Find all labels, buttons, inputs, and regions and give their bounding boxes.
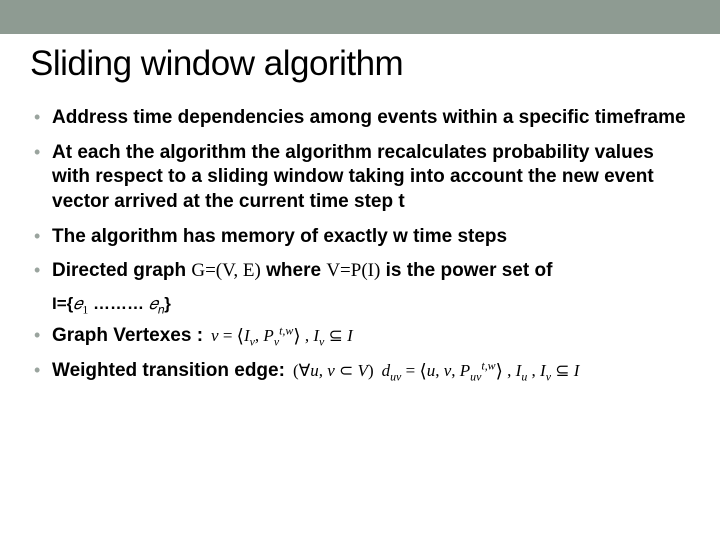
bullet-item-2: At each the algorithm the algorithm reca… bbox=[30, 141, 690, 215]
bullet-text-4-v: V=P(I) bbox=[326, 260, 380, 281]
set-dots: ……… bbox=[88, 294, 148, 313]
top-bar bbox=[0, 0, 720, 34]
bullet-text-4-mid: where bbox=[261, 260, 326, 281]
b5-lang: ⟨ bbox=[237, 326, 244, 347]
bullet-text-4-pre: Directed graph bbox=[52, 260, 191, 281]
b6-P-sup: t,w bbox=[481, 359, 495, 373]
slide-title: Sliding window algorithm bbox=[30, 44, 690, 84]
b5-rang: ⟩ bbox=[293, 326, 300, 347]
b6-eq: = bbox=[401, 361, 419, 380]
b6-uv: u, v bbox=[310, 361, 335, 380]
bullet-item-5: Graph Vertexes : v = ⟨Iv, Pvt,w⟩ , Iv ⊆ … bbox=[30, 324, 690, 349]
bullet-item-6: Weighted transition edge: (∀u, v ⊂ V) du… bbox=[30, 359, 690, 384]
b6-fc: ) bbox=[368, 361, 374, 380]
b5-eq: = bbox=[219, 326, 237, 345]
b6-d: d bbox=[382, 361, 391, 380]
bullet-item-1: Address time dependencies among events w… bbox=[30, 106, 690, 131]
bullet-text-4-g: G=(V, E) bbox=[191, 260, 260, 281]
set-definition-line: I={𝑒1 ……… 𝑒𝑛} bbox=[30, 294, 690, 314]
b6-c4: , bbox=[527, 361, 540, 380]
b5-P-sup: t,w bbox=[279, 323, 293, 337]
set-e1: 𝑒 bbox=[73, 294, 82, 313]
set-pre: I={ bbox=[52, 294, 73, 313]
bullet-text-6-label: Weighted transition edge: bbox=[52, 359, 285, 384]
b6-c2: , bbox=[451, 361, 460, 380]
bullet-item-4: Directed graph G=(V, E) where V=P(I) is … bbox=[30, 259, 690, 284]
b6-I: I bbox=[574, 361, 580, 380]
b6-rang: ⟩ bbox=[496, 361, 503, 382]
b6-P: P bbox=[460, 361, 470, 380]
set-en: 𝑒 bbox=[149, 294, 158, 313]
bullet-list-2: Graph Vertexes : v = ⟨Iv, Pvt,w⟩ , Iv ⊆ … bbox=[30, 324, 690, 384]
b6-c3: , bbox=[503, 361, 516, 380]
bullet-text-5-label: Graph Vertexes : bbox=[52, 324, 203, 349]
bullet-item-3: The algorithm has memory of exactly w ti… bbox=[30, 225, 690, 250]
b5-P: P bbox=[263, 326, 273, 345]
bullet-list: Address time dependencies among events w… bbox=[30, 106, 690, 284]
b6-subset: ⊆ bbox=[551, 361, 574, 380]
b6-d-sub: uv bbox=[390, 370, 401, 384]
b6-forall: ∀ bbox=[299, 361, 311, 380]
bullet-text-3: The algorithm has memory of exactly w ti… bbox=[52, 226, 507, 247]
bullet-text-4-post: is the power set of bbox=[380, 260, 552, 281]
set-post: } bbox=[164, 294, 171, 313]
b6-c1: , bbox=[435, 361, 444, 380]
bullet-5-math: v = ⟨Iv, Pvt,w⟩ , Iv ⊆ I bbox=[211, 325, 353, 349]
b6-V: V bbox=[358, 361, 368, 380]
b5-c2: , bbox=[301, 326, 314, 345]
b5-subset: ⊆ bbox=[324, 326, 347, 345]
b6-edge-block: duv = ⟨u, v, Puvt,w⟩ , Iu , Iv ⊆ I bbox=[382, 360, 580, 384]
b6-in: ⊂ bbox=[335, 361, 358, 380]
bullet-text-1: Address time dependencies among events w… bbox=[52, 107, 686, 128]
b6-P-sub: uv bbox=[470, 370, 481, 384]
b5-I: I bbox=[347, 326, 353, 345]
b6-forall-block: (∀u, v ⊂ V) bbox=[293, 360, 374, 382]
bullet-text-2: At each the algorithm the algorithm reca… bbox=[52, 142, 654, 212]
b5-v: v bbox=[211, 326, 219, 345]
slide-content: Sliding window algorithm Address time de… bbox=[0, 34, 720, 385]
b6-u: u bbox=[427, 361, 436, 380]
b6-lang: ⟨ bbox=[419, 361, 426, 382]
